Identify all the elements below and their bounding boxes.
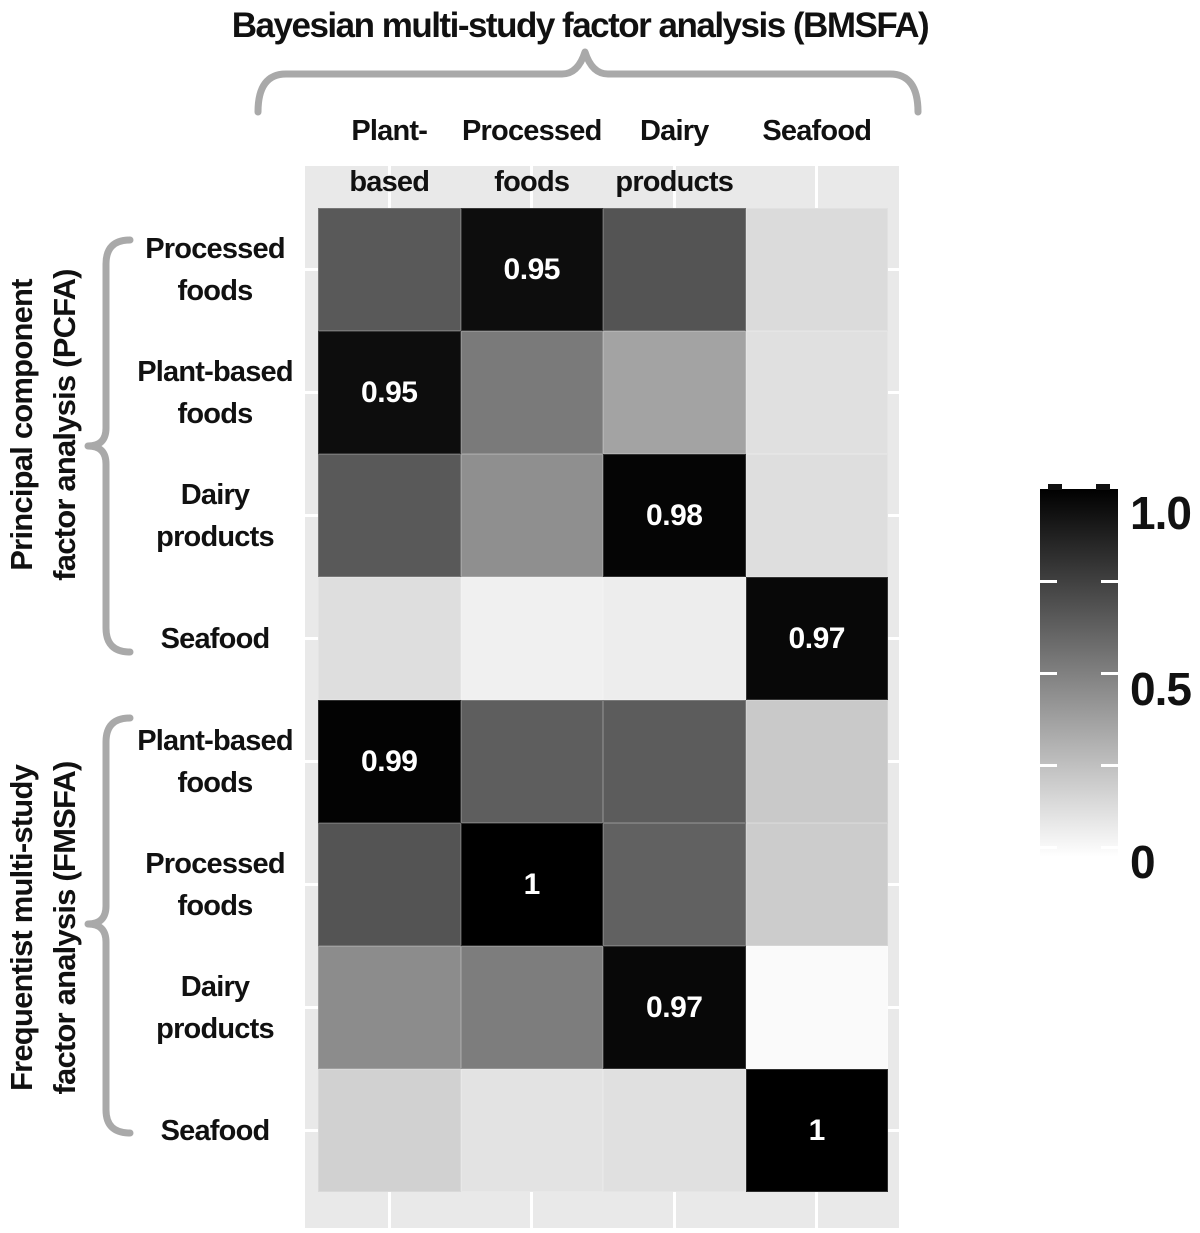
colorbar-tick [1101,846,1118,850]
row-label-line: Plant-based [137,724,293,757]
row-label-line: foods [177,397,254,430]
row-label-line: Processed [145,847,285,880]
colorbar-tick [1101,579,1118,583]
heatmap-cell: 0.99 [318,700,461,823]
row-label-line: Seafood [160,1114,271,1147]
row-label-line: Seafood [160,622,271,655]
colorbar-tick-label: 0 [1130,836,1156,888]
colorbar-tick [1040,579,1057,583]
heatmap-cell [460,700,603,823]
row-label-line: foods [177,766,254,799]
row-group-label: Frequentist multi-study factor analysis (… [0,693,86,1163]
heatmap-cell [460,454,603,577]
row-group-label-line: factor analysis (PCFA) [47,269,82,581]
heatmap-cell [460,1069,603,1192]
heatmap-cell [603,331,746,454]
heatmap-cell: 0.95 [460,208,603,331]
row-label-line: Dairy [180,970,250,1003]
heatmap-cell [745,208,888,331]
cell-value-label: 1 [808,1113,826,1147]
column-header-line: foods [494,166,570,198]
row-group-label-line: Principal component [4,279,39,571]
column-header-line: Dairy [639,115,709,147]
heatmap-cell [603,577,746,700]
colorbar-tick [1040,671,1057,675]
row-label-line: Dairy [180,478,250,511]
row-label: Plant-based foods [108,331,322,454]
row-label-line: products [156,1012,274,1045]
row-group-label: Principal component factor analysis (PCFA… [0,190,86,660]
cell-value-label: 0.95 [361,375,418,409]
cell-value-label: 0.99 [361,744,418,778]
heatmap-tiles: 0.95 0.95 0.98 0.97 0.99 1 0.97 1 [318,208,888,1192]
colorbar [1040,484,1118,857]
column-header: Processed foods [461,106,604,259]
row-label: Dairy products [108,454,322,577]
heatmap-cell: 1 [745,1069,888,1192]
row-label: Dairy products [108,946,322,1069]
heatmap-cell [318,946,461,1069]
cell-value-label: 0.97 [788,621,846,655]
heatmap-cell [318,208,461,331]
colorbar-top-tick [1048,484,1062,490]
row-group-label-line: Frequentist multi-study [4,764,39,1092]
cell-value-label: 0.95 [503,252,561,286]
heatmap-cell [745,823,888,946]
column-header: Dairy products [603,106,746,259]
colorbar-tick [1101,671,1118,675]
cell-value-label: 0.98 [646,498,703,532]
row-group-label-line: factor analysis (FMSFA) [47,761,82,1095]
heatmap-cell [460,331,603,454]
column-header-line: Seafood [762,115,872,147]
heatmap-cell [318,823,461,946]
colorbar-tick [1040,846,1057,850]
colorbar-top-tick [1096,484,1110,490]
heatmap-cell [745,454,888,577]
row-label: Processed foods [108,823,322,946]
heatmap-cell [745,331,888,454]
row-label-line: Processed [145,232,285,265]
colorbar-tick-label: 1.0 [1130,487,1192,539]
heatmap-cell [318,1069,461,1192]
heatmap-cell [460,946,603,1069]
column-header: Seafood [746,106,889,259]
heatmap-cell: 0.97 [603,946,746,1069]
heatmap-cell [603,1069,746,1192]
heatmap-cell: 0.95 [318,331,461,454]
top-brace [254,48,922,116]
row-label: Seafood [108,577,322,700]
heatmap-cell [745,700,888,823]
chart-title: Bayesian multi-study factor analysis (BM… [231,6,930,45]
colorbar-tick [1040,763,1057,767]
heatmap-cell [603,700,746,823]
heatmap-cell: 0.97 [745,577,888,700]
heatmap-cell [603,823,746,946]
heatmap-cell [603,208,746,331]
column-headers: Plant-basedfoodsProcessedfoodsDairyprodu… [318,106,888,249]
colorbar-tick [1101,763,1118,767]
row-label-line: Plant-based [137,355,293,388]
row-label: Processed foods [108,208,322,331]
column-header-line: Processed [462,115,602,147]
row-label: Seafood [108,1069,322,1192]
column-header-line: products [615,166,734,198]
heatmap-cell: 0.98 [603,454,746,577]
heatmap-cell: 1 [460,823,603,946]
cell-value-label: 1 [523,867,541,901]
row-label-line: foods [177,889,254,922]
column-header-line: Plant-based [349,115,430,198]
row-label-line: foods [177,274,254,307]
row-label: Plant-based foods [108,700,322,823]
heatmap-cell [745,946,888,1069]
heatmap-cell [318,577,461,700]
heatmap-cell [318,454,461,577]
colorbar-tick-label: 0.5 [1130,663,1192,715]
heatmap-cell [460,577,603,700]
cell-value-label: 0.97 [646,990,703,1024]
row-label-line: products [156,520,274,553]
